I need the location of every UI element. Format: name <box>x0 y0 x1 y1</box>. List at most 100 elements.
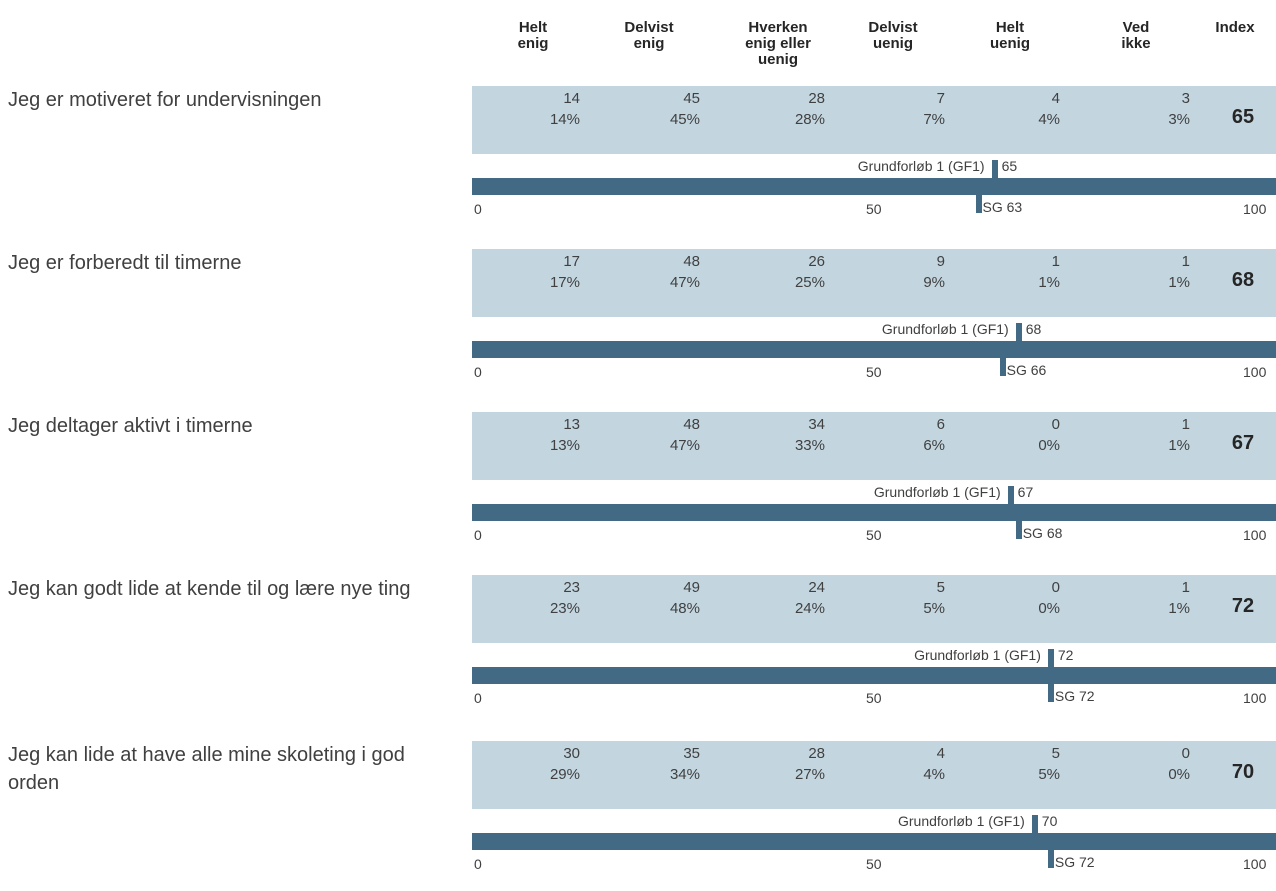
count-value: 30 <box>563 745 580 762</box>
percent-value: 23% <box>549 600 580 617</box>
question-label: Jeg er motiveret for undervisningen <box>8 89 322 111</box>
percent-value: 28% <box>794 111 825 128</box>
percent-value: 13% <box>549 437 580 454</box>
group-label: Grundforløb 1 (GF1) <box>873 484 1001 500</box>
percent-value: 5% <box>1038 766 1060 783</box>
index-header: Index <box>1215 19 1255 36</box>
row-band <box>472 412 1276 480</box>
count-value: 0 <box>1051 416 1060 433</box>
column-header: Helt enig <box>517 19 549 52</box>
count-value: 28 <box>808 745 825 762</box>
percent-value: 1% <box>1168 437 1190 454</box>
index-marker-label: 67 <box>1017 484 1034 500</box>
count-value: 48 <box>683 416 700 433</box>
scale-bar <box>472 341 1276 358</box>
count-value: 34 <box>808 416 825 433</box>
sg-marker <box>1047 848 1054 868</box>
axis-max-label: 100 <box>1243 690 1267 706</box>
percent-value: 9% <box>923 274 945 291</box>
index-marker-label: 65 <box>1001 158 1018 174</box>
sg-marker-label: SG 72 <box>1054 854 1095 870</box>
sg-marker <box>1047 682 1054 702</box>
axis-mid-label: 50 <box>866 201 882 217</box>
count-value: 4 <box>936 745 945 762</box>
sg-marker-label: SG 68 <box>1022 525 1063 541</box>
count-value: 26 <box>808 253 825 270</box>
axis-mid-label: 50 <box>866 527 882 543</box>
sg-marker <box>975 193 982 213</box>
index-value: 72 <box>1231 595 1255 617</box>
sg-marker <box>1015 519 1022 539</box>
axis-mid-label: 50 <box>866 856 882 872</box>
percent-value: 5% <box>923 600 945 617</box>
percent-value: 27% <box>794 766 825 783</box>
column-header: Ved ikke <box>1121 19 1151 52</box>
percent-value: 47% <box>669 437 700 454</box>
index-value: 70 <box>1231 761 1255 783</box>
index-marker <box>1007 486 1014 506</box>
column-header: Hverken enig eller uenig <box>745 19 811 68</box>
column-header: Delvist enig <box>624 19 674 52</box>
count-value: 1 <box>1181 416 1190 433</box>
percent-value: 1% <box>1038 274 1060 291</box>
count-value: 5 <box>936 579 945 596</box>
percent-value: 0% <box>1038 600 1060 617</box>
percent-value: 4% <box>1038 111 1060 128</box>
axis-min-label: 0 <box>474 856 482 872</box>
axis-min-label: 0 <box>474 690 482 706</box>
row-band <box>472 249 1276 317</box>
row-band <box>472 575 1276 643</box>
column-header: Helt uenig <box>990 19 1030 52</box>
group-label: Grundforløb 1 (GF1) <box>914 647 1041 663</box>
percent-value: 45% <box>669 111 700 128</box>
index-value: 68 <box>1231 269 1255 291</box>
count-value: 17 <box>563 253 580 270</box>
scale-bar <box>472 833 1276 850</box>
axis-min-label: 0 <box>474 527 482 543</box>
count-value: 14 <box>563 90 580 107</box>
count-value: 3 <box>1181 90 1190 107</box>
percent-value: 3% <box>1168 111 1190 128</box>
count-value: 45 <box>683 90 700 107</box>
count-value: 35 <box>683 745 700 762</box>
index-marker <box>1015 323 1022 343</box>
axis-max-label: 100 <box>1243 527 1267 543</box>
percent-value: 4% <box>923 766 945 783</box>
count-value: 1 <box>1181 253 1190 270</box>
index-value: 65 <box>1231 106 1255 128</box>
sg-marker-label: SG 66 <box>1006 362 1047 378</box>
percent-value: 7% <box>923 111 945 128</box>
scale-bar <box>472 178 1276 195</box>
count-value: 23 <box>563 579 580 596</box>
count-value: 0 <box>1051 579 1060 596</box>
percent-value: 24% <box>794 600 825 617</box>
count-value: 13 <box>563 416 580 433</box>
count-value: 7 <box>936 90 945 107</box>
group-label: Grundforløb 1 (GF1) <box>881 321 1009 337</box>
count-value: 9 <box>936 253 945 270</box>
index-marker-label: 70 <box>1041 813 1058 829</box>
percent-value: 1% <box>1168 600 1190 617</box>
scale-bar <box>472 504 1276 521</box>
percent-value: 0% <box>1038 437 1060 454</box>
percent-value: 48% <box>669 600 700 617</box>
count-value: 28 <box>808 90 825 107</box>
row-band <box>472 741 1276 809</box>
count-value: 5 <box>1051 745 1060 762</box>
axis-max-label: 100 <box>1243 856 1267 872</box>
count-value: 1 <box>1051 253 1060 270</box>
percent-value: 47% <box>669 274 700 291</box>
column-header: Delvist uenig <box>868 19 918 52</box>
row-band <box>472 86 1276 154</box>
axis-mid-label: 50 <box>866 364 882 380</box>
count-value: 24 <box>808 579 825 596</box>
sg-marker-label: SG 72 <box>1054 688 1095 704</box>
count-value: 49 <box>683 579 700 596</box>
index-marker <box>1047 649 1054 669</box>
group-label: Grundforløb 1 (GF1) <box>897 813 1025 829</box>
question-label: Jeg kan godt lide at kende til og lære n… <box>8 578 411 600</box>
axis-max-label: 100 <box>1243 201 1267 217</box>
count-value: 1 <box>1181 579 1190 596</box>
percent-value: 25% <box>794 274 825 291</box>
percent-value: 34% <box>669 766 700 783</box>
